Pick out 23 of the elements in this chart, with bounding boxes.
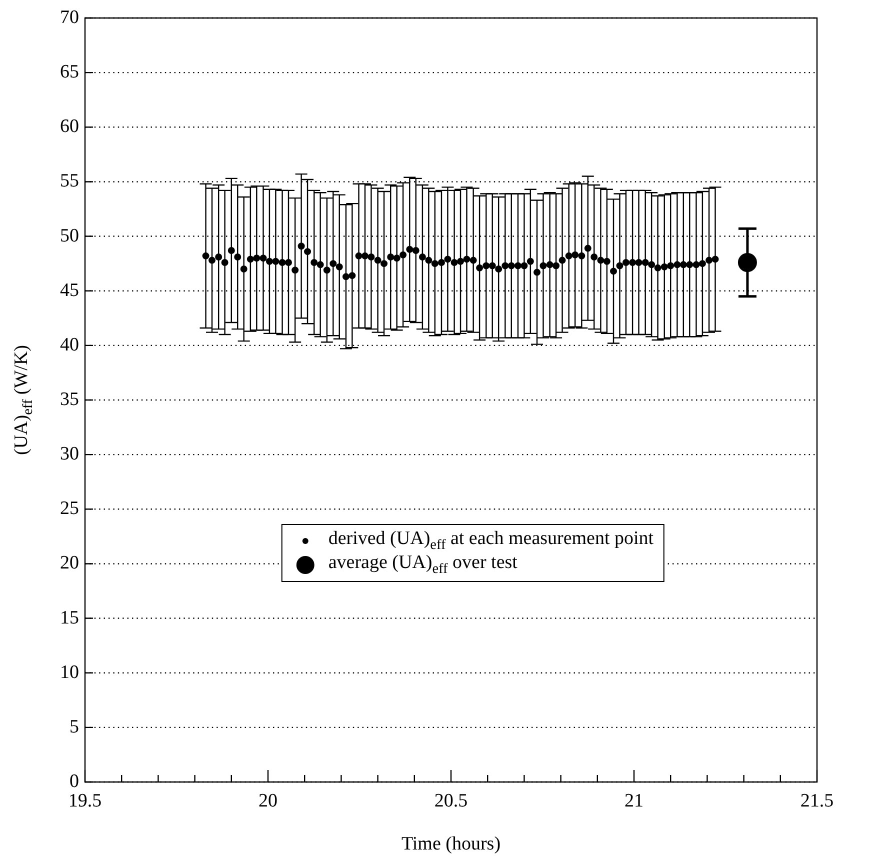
x-tick-label: 21.5 [800,790,834,812]
x-tick-label: 19.5 [68,790,102,812]
x-axis-title: Time (hours) [401,834,501,855]
y-tick-label: 35 [60,388,79,410]
y-tick-label: 60 [60,116,79,138]
y-tick-label: 55 [60,170,79,192]
y-tick-label: 20 [60,552,79,574]
legend-label: derived (UA)$_{eff}$ at each measurement point [328,528,654,554]
y-tick-label: 15 [60,607,79,628]
y-tick-label: 50 [60,225,79,246]
y-tick-label: 5 [70,716,79,738]
y-tick-label: 25 [60,498,79,520]
x-tick-label: 21 [624,790,644,812]
y-tick-label: 10 [60,662,79,683]
y-tick-label: 0 [70,770,79,792]
y-tick-label: 30 [60,444,79,465]
y-tick-label: 65 [60,62,79,83]
y-tick-label: 45 [60,280,79,301]
legend-label: average (UA)$_{eff}$ over test [328,552,518,578]
y-tick-label: 70 [60,6,79,28]
x-tick-label: 20.5 [434,790,468,812]
y-tick-label: 40 [60,334,79,356]
x-tick-label: 20 [258,790,278,812]
